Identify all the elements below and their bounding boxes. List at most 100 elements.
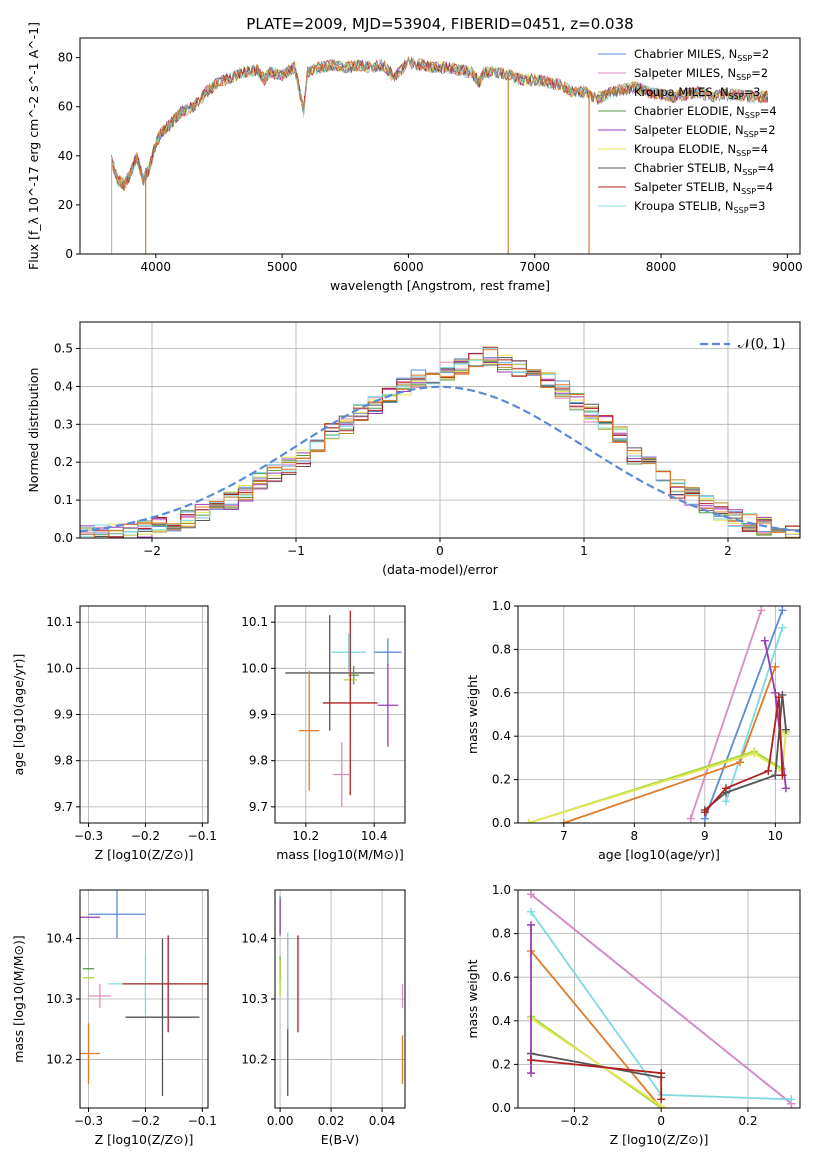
y-tick-label: 0.0	[492, 1101, 511, 1115]
plot-area	[80, 890, 208, 1096]
y-tick-label: 9.8	[54, 754, 73, 768]
legend-label-sub: SSP	[737, 54, 752, 63]
x-tick-label: 0.2	[738, 1114, 757, 1128]
y-tick-label: 0.4	[54, 379, 73, 393]
x-tick-label: 0.02	[318, 1114, 345, 1128]
legend-label-sub: SSP	[741, 187, 756, 196]
legend-label-main: Chabrier ELODIE, N	[634, 104, 745, 118]
mass-weight-line	[528, 731, 787, 823]
x-tick-label: 6000	[393, 260, 424, 274]
mass-weight-vs-Z-panel: −0.2 0 0.2 0.0 0.2 0.4 0.6 0.8 1.0 Z [log10(Z/Z⊙)…	[465, 883, 801, 1147]
mass-vs-ebv-panel: 0.00 0.02 0.04 10.2 10.3 10.4 E(B-V)	[241, 889, 406, 1147]
mass-weight-marker	[657, 1095, 666, 1104]
x-tick-label: 7000	[519, 260, 550, 274]
legend-label-tail: =4	[757, 161, 774, 175]
x-tick-label: 0.04	[369, 1114, 396, 1128]
mass-weight-series	[686, 606, 766, 823]
x-axis-label: wavelength [Angstrom, rest frame]	[330, 278, 550, 293]
legend-label-tail: =2	[752, 47, 769, 61]
errorbar-point	[125, 938, 200, 1096]
errorbar-point	[285, 615, 375, 731]
y-axis-label: Normed distribution	[26, 368, 41, 493]
x-axis-label: Z [log10(Z/Z⊙)]	[95, 847, 194, 862]
legend-label-main: Salpeter STELIB, N	[634, 180, 741, 194]
x-axis-label: mass [log10(M/M⊙)]	[276, 847, 404, 862]
mass-weight-marker	[778, 606, 787, 615]
legend-label-tail: =2	[759, 123, 776, 137]
y-axis-label: mass [log10(M/M⊙)]	[11, 935, 26, 1063]
mass-weight-marker	[771, 662, 780, 671]
mass-weight-marker	[721, 784, 730, 793]
mass-weight-marker	[760, 636, 769, 645]
mass-weight-marker	[778, 771, 787, 780]
mass-weight-marker	[781, 725, 790, 734]
errorbar-point	[88, 890, 146, 939]
axes-frame	[79, 37, 801, 255]
x-tick-label: 7	[560, 829, 568, 843]
errorbar-point	[57, 615, 199, 730]
y-tick-label: 0.2	[492, 773, 511, 787]
y-tick-label: 10.4	[46, 931, 73, 945]
mass-weight-marker	[527, 890, 536, 899]
legend-label: Kroupa MILES, NSSP=3	[634, 85, 760, 101]
age-vs-Z-panel: −0.3 −0.2 −0.1 9.7 9.8 9.9 10.0 10.1 Z [log10(Z/…	[11, 605, 217, 862]
legend-label: 𝒩(0, 1)	[738, 337, 785, 352]
y-tick-label: 0.6	[492, 686, 511, 700]
axes-frame	[517, 605, 801, 824]
histogram-series	[80, 349, 800, 538]
legend-label-main: Chabrier STELIB, N	[634, 161, 742, 175]
errorbar-point	[331, 633, 366, 671]
legend-label: Salpeter STELIB, NSSP=4	[634, 180, 773, 196]
mass-weight-line	[530, 893, 792, 1105]
y-tick-label: 0.0	[492, 816, 511, 830]
legend-label: Chabrier MILES, NSSP=2	[634, 47, 769, 63]
errorbar-point	[123, 611, 214, 796]
legend-label-tail: =2	[751, 66, 768, 80]
y-tick-label: 9.9	[54, 708, 73, 722]
mass-weight-series	[721, 623, 787, 806]
y-tick-label: 0.8	[492, 642, 511, 656]
legend-label-sub: SSP	[736, 149, 751, 158]
errorbar-point	[88, 983, 112, 1009]
mass-weight-marker	[736, 758, 745, 767]
mass-weight-marker	[657, 1069, 666, 1078]
mass-weight-line	[703, 609, 784, 820]
mass-weight-marker	[781, 784, 790, 793]
legend-label-sub: SSP	[745, 111, 760, 120]
errorbar-point	[298, 670, 320, 791]
mass-weight-marker	[559, 819, 568, 823]
plot-area	[57, 611, 213, 807]
legend-label-tail: =3	[744, 85, 761, 99]
residual-legend: 𝒩(0, 1)	[700, 337, 785, 352]
mass-weight-line	[530, 1017, 662, 1107]
x-tick-label: 0.00	[267, 1114, 294, 1128]
mass-weight-series	[559, 662, 780, 823]
y-tick-label: 10.2	[241, 1053, 268, 1067]
x-tick-label: 2	[724, 544, 732, 558]
x-tick-label: −1	[287, 544, 305, 558]
plot-area	[524, 606, 790, 823]
mass-weight-marker	[527, 1069, 536, 1078]
mass-weight-marker	[771, 771, 780, 780]
mass-weight-marker	[686, 814, 695, 823]
y-tick-label: 10.1	[241, 615, 268, 629]
x-tick-label: −0.2	[131, 829, 160, 843]
x-axis-label: age [log10(age/yr)]	[598, 847, 720, 862]
legend-label-main: Salpeter ELODIE, N	[634, 123, 744, 137]
x-tick-label: −0.1	[188, 1114, 217, 1128]
x-tick-label: 9000	[772, 260, 803, 274]
mass-weight-marker	[771, 688, 780, 697]
y-tick-label: 0	[65, 247, 73, 261]
y-tick-label: 10.3	[46, 992, 73, 1006]
mass-weight-line	[530, 950, 662, 1108]
mass-weight-marker	[527, 1056, 536, 1065]
mass-weight-vs-age-panel: 7 8 9 10 0.0 0.2 0.4 0.6 0.8 1.0 age [log10(age/yr…	[465, 599, 801, 862]
y-tick-label: 1.0	[492, 883, 511, 897]
x-tick-label: 0	[657, 1114, 665, 1128]
legend-label-sub: SSP	[742, 168, 757, 177]
mass-weight-series	[700, 693, 787, 817]
x-tick-label: −0.2	[131, 1114, 160, 1128]
y-axis-label: Flux [f_λ 10^-17 erg cm^-2 s^-1 A^-1]	[26, 22, 41, 270]
